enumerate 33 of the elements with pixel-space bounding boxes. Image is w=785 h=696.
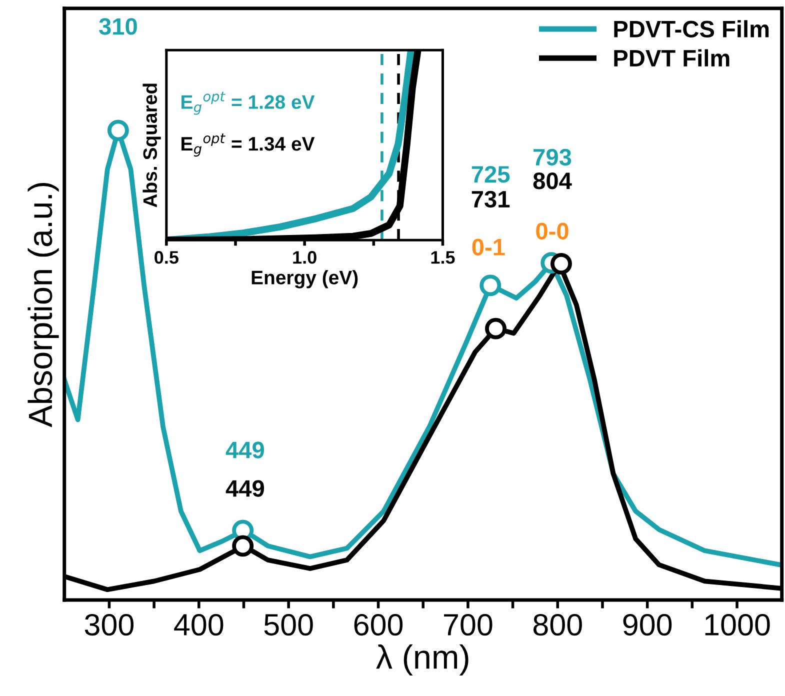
x-tick-label: 500: [264, 614, 313, 636]
x-tick-label: 800: [533, 614, 582, 636]
point: [480, 274, 502, 296]
point: [232, 535, 254, 557]
annotation: 0-1: [472, 238, 505, 256]
annotation: 449: [226, 442, 264, 458]
x-tick-label: 1000: [705, 614, 770, 636]
x-tick-label: 700: [444, 614, 492, 636]
x-tick-label: 1.0: [293, 251, 316, 264]
annotation: 449: [226, 480, 264, 497]
x-tick-label: 1.5: [431, 251, 455, 264]
x-axis-title: λ (nm): [376, 644, 468, 676]
x-tick-label: 900: [623, 614, 672, 636]
text: 310: [99, 18, 137, 35]
y-axis-title: Absorption (a.u.): [28, 183, 59, 428]
annotation: E$_{g}$$^{opt}$ = 1.28 eV: [182, 92, 315, 115]
point: [107, 120, 129, 142]
annotation: 731: [472, 190, 510, 208]
x-tick-label: 400: [174, 614, 224, 636]
point: [550, 253, 572, 275]
x-tick-label: 600: [354, 614, 403, 636]
annotation: E$_{g}$$^{opt}$ = 1.34 eV: [182, 134, 315, 157]
y-axis-title: Abs. Squared: [142, 84, 161, 208]
x-tick-label: 300: [84, 614, 134, 636]
annotation: 804: [533, 172, 572, 190]
annotation: 793: [534, 148, 572, 166]
point: [485, 318, 506, 340]
x-tick-label: 0.5: [154, 251, 178, 264]
legend-label: PDVT Film: [614, 49, 730, 66]
x-axis-title: Energy (eV): [252, 270, 358, 288]
annotation: 725: [472, 166, 510, 183]
legend-label: PDVT-CS Film: [614, 20, 769, 38]
annotation: 0-0: [536, 222, 568, 240]
